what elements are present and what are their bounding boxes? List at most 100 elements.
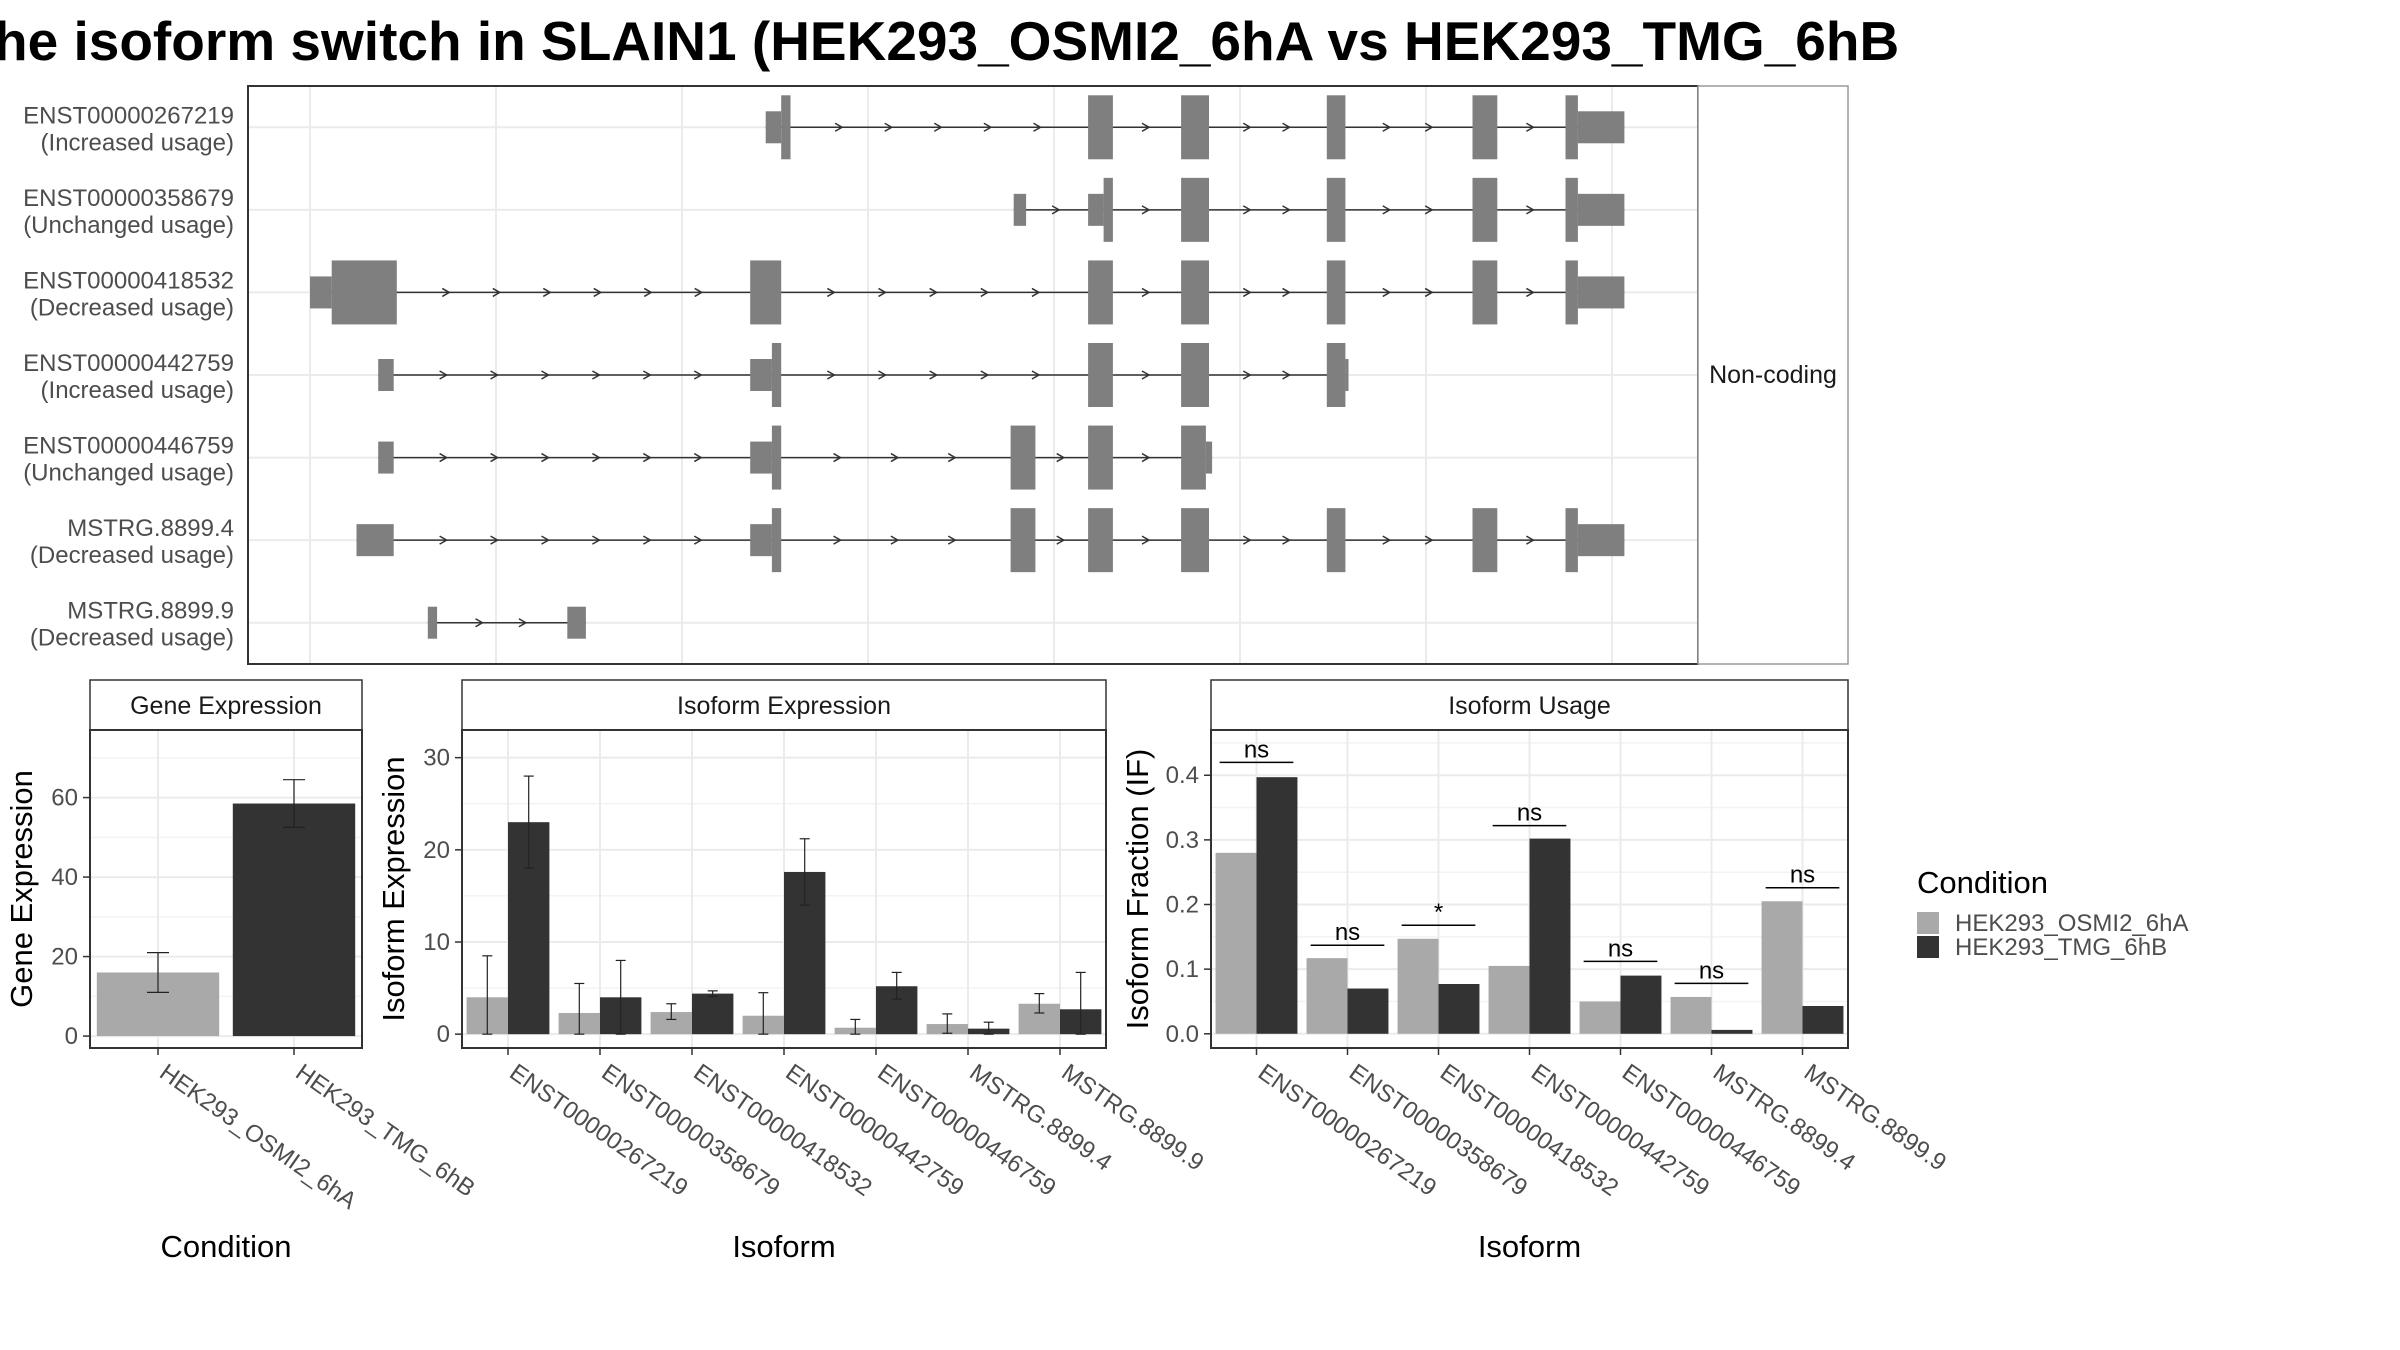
transcript-usage-label: (Decreased usage) <box>30 625 234 652</box>
exon-block <box>427 606 438 639</box>
intron-arrow <box>929 287 939 298</box>
intron-arrow <box>1526 287 1535 298</box>
facet-strip <box>1697 85 1849 665</box>
y-tick-label: 40 <box>51 864 78 891</box>
intron-arrow <box>1242 535 1252 545</box>
exon-block <box>1010 425 1036 490</box>
x-axis-title: Isoform <box>732 1229 835 1264</box>
intron-arrow <box>890 535 900 545</box>
intron-arrow <box>592 370 601 380</box>
intron-arrow <box>492 287 502 298</box>
intron-arrow <box>490 535 500 545</box>
intron-arrow <box>1382 535 1392 545</box>
exon-block <box>378 441 394 474</box>
y-tick-label: 20 <box>51 944 78 971</box>
exon-block <box>1088 425 1113 490</box>
y-tick-label: 0.1 <box>1166 956 1199 983</box>
intron-arrow <box>1282 287 1292 298</box>
exon-block <box>771 508 782 573</box>
intron-arrow <box>884 122 894 132</box>
exon-block <box>1472 177 1498 242</box>
transcript-usage-label: (Unchanged usage) <box>23 212 234 239</box>
intron-arrow <box>475 618 485 628</box>
legend-key <box>1917 912 1939 934</box>
bar-condition-b <box>1802 1005 1844 1034</box>
intron-arrow <box>642 370 652 380</box>
y-axis-title: Isoform Expression <box>376 756 411 1021</box>
intron-arrow <box>518 618 528 628</box>
intron-arrow <box>592 452 601 463</box>
exon-block <box>1088 508 1113 573</box>
exon-block <box>1472 95 1498 160</box>
intron-arrow <box>439 452 449 463</box>
intron-arrow <box>833 535 843 545</box>
intron-arrow <box>1282 370 1292 380</box>
intron-arrow <box>834 122 844 132</box>
y-tick-label: 0 <box>437 1021 450 1048</box>
significance-label: ns <box>1244 736 1269 763</box>
intron-arrow <box>1141 287 1151 298</box>
significance-label: ns <box>1335 919 1360 946</box>
intron-arrow <box>592 535 601 545</box>
panel-strip <box>89 679 363 731</box>
significance-label: ns <box>1699 957 1724 984</box>
exon-block <box>1181 95 1209 160</box>
intron-arrow <box>878 287 888 298</box>
legend-label: HEK293_OSMI2_6hA <box>1955 910 2188 937</box>
exon-block <box>1577 524 1625 557</box>
intron-arrow <box>541 535 550 545</box>
y-tick-label: 0.2 <box>1166 892 1199 919</box>
exon-block <box>1103 177 1113 242</box>
y-tick-label: 30 <box>423 745 450 772</box>
bar-condition-a <box>1670 996 1712 1034</box>
intron-arrow <box>541 452 550 463</box>
exon-block <box>1577 111 1625 144</box>
transcript-label: ENST00000442759 <box>23 350 234 377</box>
intron-arrow <box>1242 287 1252 298</box>
exon-block <box>1472 260 1498 325</box>
transcript-usage-label: (Increased usage) <box>41 129 234 156</box>
intron-arrow <box>693 535 703 545</box>
y-tick-label: 20 <box>423 837 450 864</box>
bar-condition-b <box>1711 1029 1753 1034</box>
intron-arrow <box>1242 205 1252 215</box>
intron-arrow <box>1141 122 1151 132</box>
exon-block <box>1181 508 1209 573</box>
intron-arrow <box>642 535 652 545</box>
exon-block <box>1577 193 1625 226</box>
intron-arrow <box>826 287 836 298</box>
bar-condition-b <box>232 803 356 1037</box>
intron-arrow <box>593 287 603 298</box>
transcript-usage-label: (Decreased usage) <box>30 294 234 321</box>
transcript-label: MSTRG.8899.4 <box>67 515 234 542</box>
intron-arrow <box>890 452 900 463</box>
bar-condition-b <box>1438 984 1480 1034</box>
intron-arrow <box>439 535 449 545</box>
intron-arrow <box>1282 205 1292 215</box>
isoform-usage-panel: Isoform Usage 0.0 0.1 0.2 0.3 0.4 ns ns * ns ns ns n… <box>1120 679 1951 1264</box>
exon-block <box>1577 276 1625 309</box>
intron-arrow <box>490 452 500 463</box>
intron-arrow <box>947 535 957 545</box>
intron-arrow <box>1141 370 1151 380</box>
significance-label: ns <box>1517 800 1542 827</box>
exon-block <box>1326 343 1346 407</box>
exon-block <box>1565 508 1578 573</box>
intron-arrow <box>1526 122 1535 132</box>
bar-condition-a <box>1488 965 1530 1034</box>
bar-condition-a <box>1215 852 1257 1034</box>
intron-arrow <box>1382 205 1392 215</box>
legend-key <box>1917 936 1939 958</box>
intron-arrow <box>1051 205 1061 215</box>
y-tick-label: 0.0 <box>1166 1021 1199 1048</box>
y-tick-label: 60 <box>51 785 78 812</box>
y-tick-label: 0.4 <box>1166 762 1199 789</box>
exon-block <box>1181 260 1209 325</box>
exon-block <box>310 276 332 309</box>
bar-condition-b <box>1347 988 1389 1034</box>
figure-title: he isoform switch in SLAIN1 (HEK293_OSMI… <box>0 10 1899 72</box>
bar-condition-b <box>1620 975 1662 1034</box>
intron-arrow <box>490 370 500 380</box>
intron-arrow <box>1056 452 1066 463</box>
